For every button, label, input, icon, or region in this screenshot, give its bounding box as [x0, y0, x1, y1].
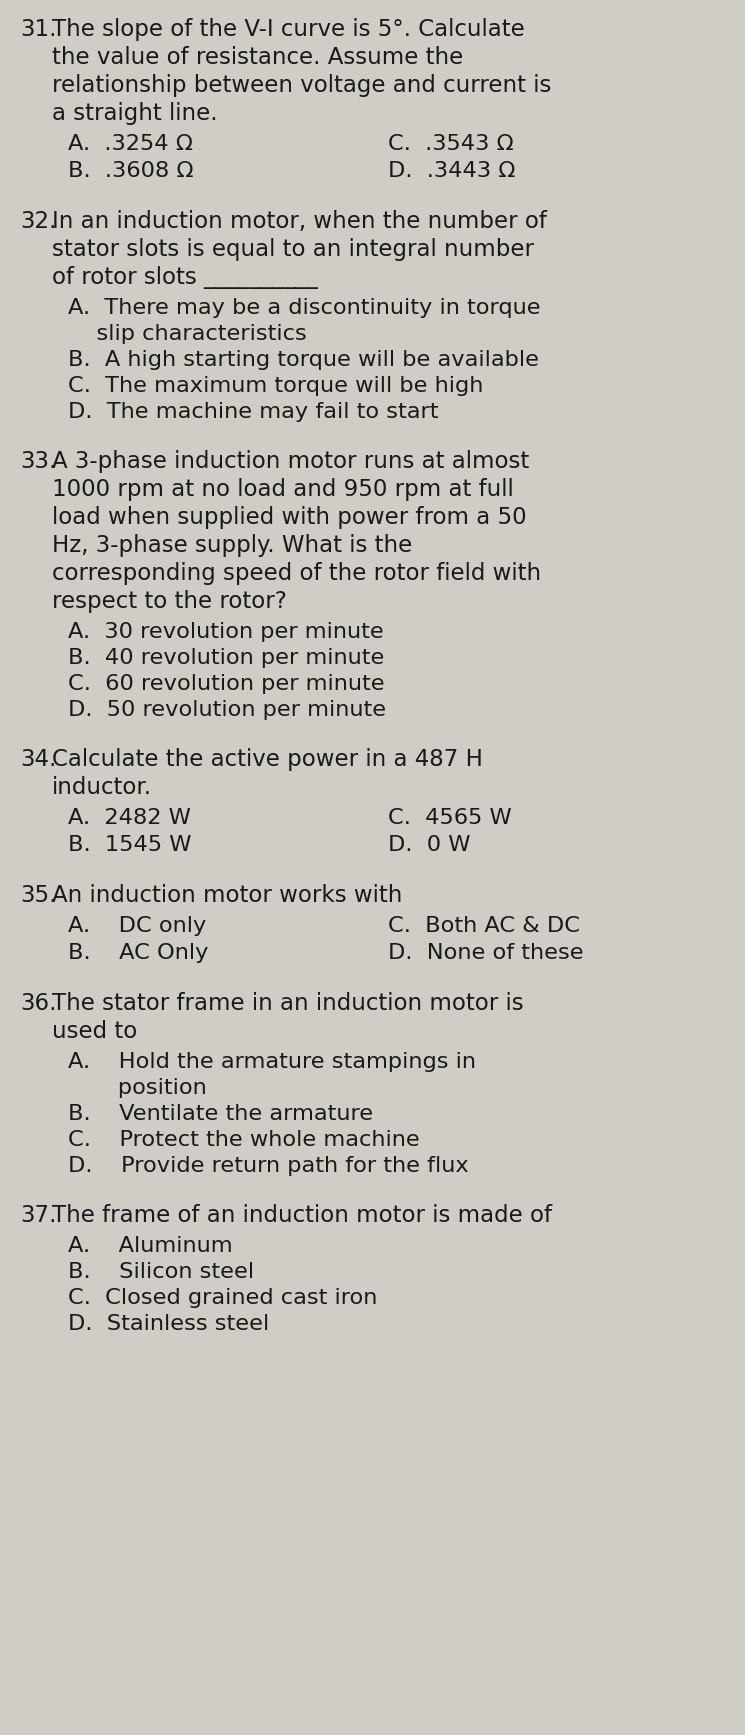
Text: B.  .3608 Ω: B. .3608 Ω [68, 161, 194, 180]
Text: C.    Protect the whole machine: C. Protect the whole machine [68, 1129, 419, 1150]
Text: inductor.: inductor. [52, 776, 152, 800]
Text: stator slots is equal to an integral number: stator slots is equal to an integral num… [52, 238, 534, 260]
Text: Calculate the active power in a 487 H: Calculate the active power in a 487 H [52, 748, 483, 770]
Text: 35.: 35. [20, 885, 57, 907]
Text: 1000 rpm at no load and 950 rpm at full: 1000 rpm at no load and 950 rpm at full [52, 479, 514, 501]
Text: A.  2482 W: A. 2482 W [68, 809, 191, 828]
Text: A.    Hold the armature stampings in: A. Hold the armature stampings in [68, 1051, 476, 1072]
Text: B.    AC Only: B. AC Only [68, 944, 209, 963]
Text: corresponding speed of the rotor field with: corresponding speed of the rotor field w… [52, 562, 541, 585]
Text: B.    Silicon steel: B. Silicon steel [68, 1261, 254, 1282]
Text: D.  None of these: D. None of these [388, 944, 583, 963]
Text: B.  40 revolution per minute: B. 40 revolution per minute [68, 647, 384, 668]
Text: a straight line.: a straight line. [52, 102, 218, 125]
Text: Hz, 3-phase supply. What is the: Hz, 3-phase supply. What is the [52, 534, 412, 557]
Text: D.  0 W: D. 0 W [388, 835, 471, 855]
Text: 37.: 37. [20, 1204, 57, 1227]
Text: load when supplied with power from a 50: load when supplied with power from a 50 [52, 507, 527, 529]
Text: C.  60 revolution per minute: C. 60 revolution per minute [68, 673, 384, 694]
Text: C.  The maximum torque will be high: C. The maximum torque will be high [68, 376, 484, 396]
Text: The frame of an induction motor is made of: The frame of an induction motor is made … [52, 1204, 552, 1227]
Text: relationship between voltage and current is: relationship between voltage and current… [52, 75, 551, 97]
Text: The stator frame in an induction motor is: The stator frame in an induction motor i… [52, 992, 524, 1015]
Text: used to: used to [52, 1020, 137, 1043]
Text: B.  1545 W: B. 1545 W [68, 835, 191, 855]
Text: B.  A high starting torque will be available: B. A high starting torque will be availa… [68, 350, 539, 370]
Text: C.  4565 W: C. 4565 W [388, 809, 512, 828]
Text: D.  50 revolution per minute: D. 50 revolution per minute [68, 699, 386, 720]
Text: A.  30 revolution per minute: A. 30 revolution per minute [68, 623, 384, 642]
Text: D.  The machine may fail to start: D. The machine may fail to start [68, 403, 439, 422]
Text: D.  Stainless steel: D. Stainless steel [68, 1313, 269, 1334]
Text: B.    Ventilate the armature: B. Ventilate the armature [68, 1103, 373, 1124]
Text: 34.: 34. [20, 748, 57, 770]
Text: position: position [68, 1077, 207, 1098]
Text: 36.: 36. [20, 992, 57, 1015]
Text: 31.: 31. [20, 17, 57, 42]
Text: the value of resistance. Assume the: the value of resistance. Assume the [52, 47, 463, 69]
Text: A.  There may be a discontinuity in torque: A. There may be a discontinuity in torqu… [68, 298, 541, 318]
Text: C.  .3543 Ω: C. .3543 Ω [388, 134, 514, 154]
Text: D.    Provide return path for the flux: D. Provide return path for the flux [68, 1156, 469, 1176]
Text: respect to the rotor?: respect to the rotor? [52, 590, 287, 612]
Text: In an induction motor, when the number of: In an induction motor, when the number o… [52, 210, 547, 232]
Text: 33.: 33. [20, 449, 57, 474]
Text: A.  .3254 Ω: A. .3254 Ω [68, 134, 193, 154]
Text: D.  .3443 Ω: D. .3443 Ω [388, 161, 516, 180]
Text: C.  Closed grained cast iron: C. Closed grained cast iron [68, 1287, 378, 1308]
Text: slip characteristics: slip characteristics [68, 324, 307, 344]
Text: A.    Aluminum: A. Aluminum [68, 1235, 232, 1256]
Text: A.    DC only: A. DC only [68, 916, 206, 935]
Text: C.  Both AC & DC: C. Both AC & DC [388, 916, 580, 935]
Text: The slope of the V-I curve is 5°. Calculate: The slope of the V-I curve is 5°. Calcul… [52, 17, 524, 42]
Text: of rotor slots __________: of rotor slots __________ [52, 265, 318, 290]
Text: 32.: 32. [20, 210, 57, 232]
Text: A 3-phase induction motor runs at almost: A 3-phase induction motor runs at almost [52, 449, 529, 474]
Text: An induction motor works with: An induction motor works with [52, 885, 402, 907]
